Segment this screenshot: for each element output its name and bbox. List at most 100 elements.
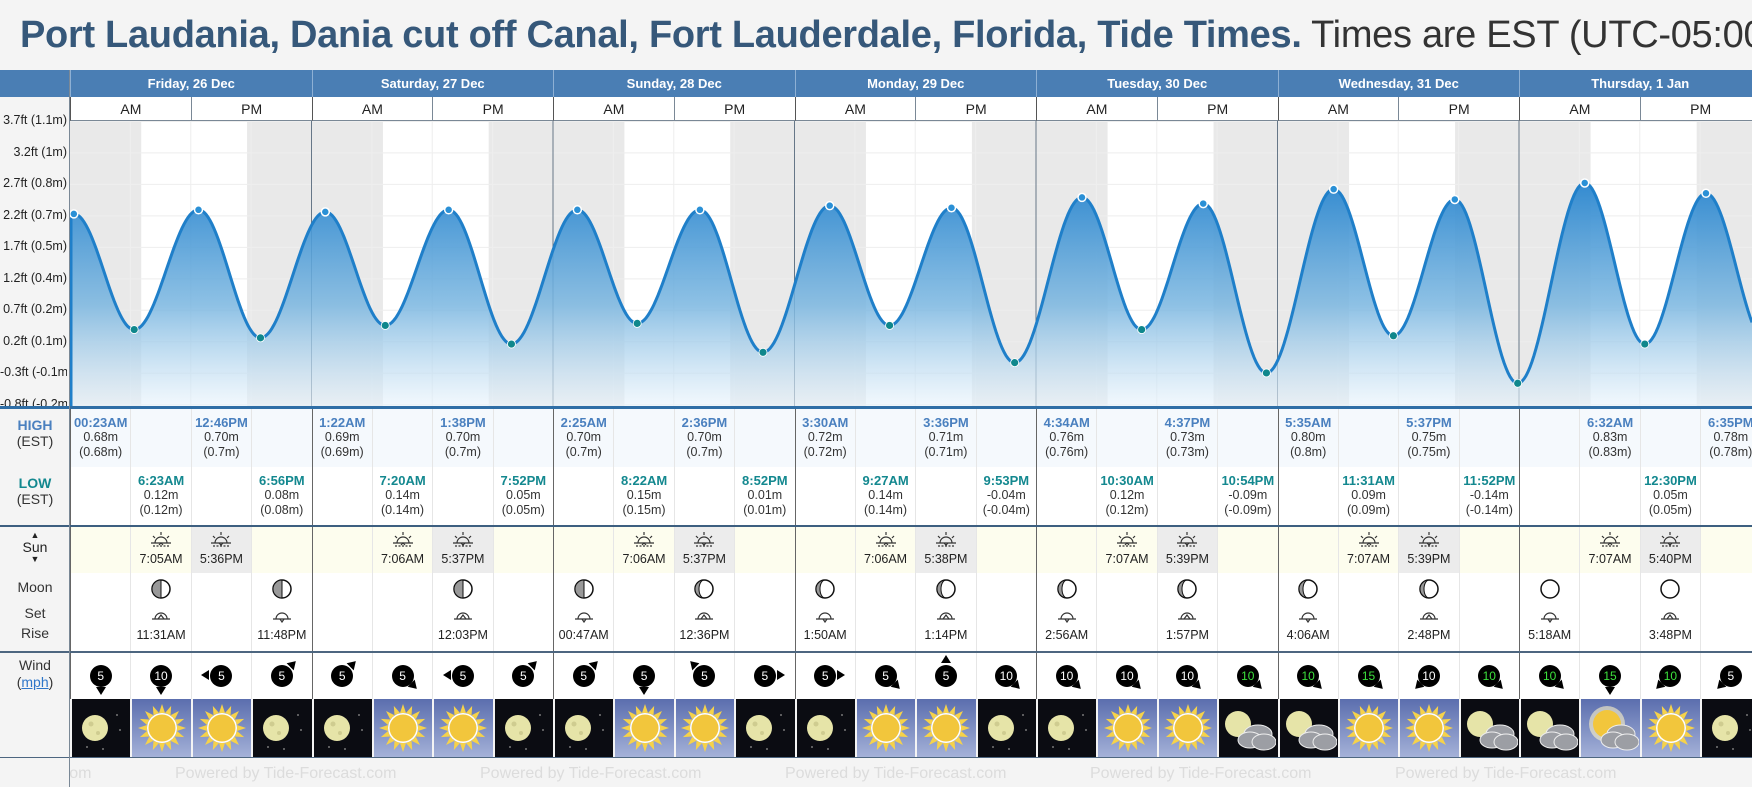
wind-label-text: Wind [19, 657, 51, 673]
moon-cell: 1:50AM [794, 573, 855, 651]
high-tide-cell [1639, 409, 1700, 467]
sun-cell [1700, 527, 1752, 573]
sunset-time: 5:39PM [1407, 552, 1451, 566]
wind-cell: 5 [70, 653, 130, 699]
moon-phase-waxing-gibbous-icon [1158, 578, 1217, 605]
wind-speed: 10 [1180, 669, 1195, 683]
low-tide-time: 9:27AM [862, 473, 909, 488]
wind-arrow-icon [776, 670, 785, 680]
mph-unit-link[interactable]: mph [21, 674, 49, 690]
moon-phase-waxing-gibbous-icon [1037, 578, 1096, 605]
weather-cloudy-night-icon [1519, 699, 1580, 757]
moon-cell [1337, 573, 1398, 651]
low-tide-height-alt: (0.05m) [501, 503, 545, 517]
sunset-icon [433, 531, 492, 552]
low-tide-time: 8:22AM [620, 473, 668, 488]
moon-phase-waxing-gibbous-icon [675, 578, 734, 605]
wind-cell: 5 [673, 653, 734, 699]
moonrise-icon [1158, 609, 1217, 628]
sunrise-time: 7:07AM [1105, 552, 1149, 566]
sun-cell [1458, 527, 1519, 573]
day-header: Thursday, 1 Jan [1519, 70, 1752, 97]
wind-label: Wind (mph) [0, 653, 70, 699]
sunrise-icon [614, 531, 673, 552]
sun-cell: 7:05AM [130, 527, 190, 573]
wind-cell: 5 [854, 653, 915, 699]
sunrise-icon [1339, 531, 1398, 552]
wind-cell: 10 [1639, 653, 1700, 699]
low-tide-height: 0.15m [626, 488, 662, 502]
wind-direction-sw-icon: 10 [1411, 665, 1440, 693]
weather-sunny-icon [915, 699, 976, 757]
low-tide-height-alt: (0.12m) [139, 503, 183, 517]
high-tide-height-alt: (0.7m) [444, 445, 481, 459]
weather-clear-night-icon [734, 699, 795, 757]
sunset-icon [1641, 531, 1700, 552]
moon-event-time: 2:56AM [1045, 628, 1089, 642]
sun-cell [734, 527, 794, 573]
low-tide-height: 0.08m [264, 488, 300, 502]
low-tide-time: 11:31AM [1342, 473, 1395, 488]
sunset-time: 5:39PM [1165, 552, 1209, 566]
high-tide-cell [492, 409, 553, 467]
low-tide-time: 6:56PM [259, 473, 305, 488]
sunrise-time: 7:06AM [622, 552, 666, 566]
high-tide-cell [1519, 409, 1579, 467]
weather-sunny-icon [1398, 699, 1459, 757]
sun-cell: 5:37PM [432, 527, 493, 573]
wind-arrow-icon [639, 687, 650, 695]
wind-speed: 5 [97, 669, 105, 683]
high-tide-cell: 12:46PM 0.70m (0.7m) [190, 409, 251, 467]
moon-phase-waxing-gibbous-icon [1279, 578, 1338, 605]
sun-label-text: Sun [22, 539, 48, 555]
wind-arrow-icon [1713, 679, 1727, 693]
low-tide-height: 0.09m [1351, 488, 1386, 502]
moon-cell: 4:06AM [1277, 573, 1338, 651]
high-tide-point [69, 209, 79, 219]
high-tide-time: 2:36PM [681, 415, 728, 430]
weather-clear-night-icon [1036, 699, 1097, 757]
moon-phase-first-quarter-icon [554, 578, 613, 605]
wind-speed: 5 [218, 669, 225, 683]
period-pm: PM [673, 97, 795, 121]
low-tide-point [1137, 325, 1147, 334]
wind-speed: 5 [459, 669, 467, 683]
wind-speed: 5 [821, 669, 829, 683]
weather-cloudy-night-icon [1458, 699, 1519, 757]
moon-cell: 12:36PM [673, 573, 734, 651]
sunset-icon [916, 531, 975, 552]
weather-clear-night-icon [251, 699, 312, 757]
footer-watermark-text: Powered by Tide-Forecast.com [175, 765, 397, 782]
low-tide-cell [1036, 467, 1096, 525]
sun-cell: 5:36PM [190, 527, 252, 573]
wind-direction-se-icon: 5 [874, 665, 903, 693]
wind-speed: 10 [1301, 669, 1315, 683]
high-tide-cell: 5:35AM 0.80m (0.8m) [1277, 409, 1338, 467]
moonset-icon [554, 609, 613, 628]
wind-direction-w-icon: 5 [201, 665, 233, 687]
high-label: HIGH (EST) [0, 409, 70, 467]
sunrise-icon [1580, 531, 1639, 552]
moon-cell: 1:14PM [915, 573, 975, 651]
weather-sunny-icon [432, 699, 493, 757]
low-tide-height: 0.01m [747, 488, 783, 502]
moon-event-time: 1:14PM [924, 628, 968, 642]
low-tide-cell: 6:23AM 0.12m (0.12m) [130, 467, 190, 525]
weather-clear-night-icon [311, 699, 372, 757]
sunrise-icon [1097, 531, 1156, 552]
weather-sunny-icon [130, 699, 191, 757]
wind-speed: 5 [882, 669, 889, 683]
wind-direction-ne-icon: 5 [512, 657, 541, 687]
moon-event-time: 11:31AM [136, 628, 186, 642]
high-tide-point [443, 205, 454, 215]
sunrise-time: 7:07AM [1588, 552, 1632, 566]
high-tide-time: 2:25AM [560, 415, 607, 430]
wind-cell: 5 [190, 653, 251, 699]
high-tide-time: 1:38PM [440, 415, 486, 430]
moon-cell [190, 573, 251, 651]
moon-cell [854, 573, 915, 651]
low-tide-point [507, 339, 516, 349]
sun-cell: 5:40PM [1639, 527, 1701, 573]
low-tide-point [1640, 339, 1650, 349]
sun-down-arrow-icon: ▼ [30, 554, 40, 564]
